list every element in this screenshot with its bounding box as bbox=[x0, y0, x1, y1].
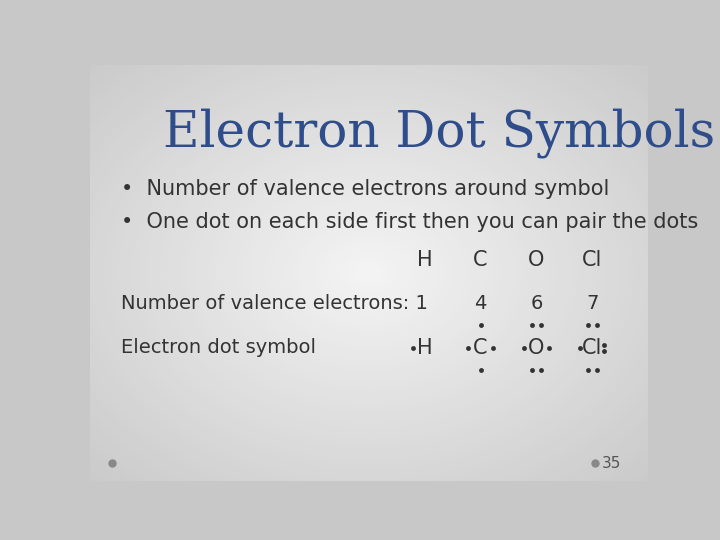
Ellipse shape bbox=[222, 164, 516, 382]
Ellipse shape bbox=[13, 8, 720, 538]
Ellipse shape bbox=[236, 174, 502, 372]
Text: Cl: Cl bbox=[582, 250, 603, 270]
Text: H: H bbox=[417, 250, 433, 270]
Ellipse shape bbox=[285, 210, 453, 335]
Ellipse shape bbox=[139, 101, 599, 444]
Ellipse shape bbox=[20, 13, 718, 532]
Ellipse shape bbox=[97, 70, 641, 475]
Ellipse shape bbox=[251, 184, 487, 361]
Ellipse shape bbox=[48, 33, 690, 512]
Ellipse shape bbox=[271, 200, 467, 346]
Ellipse shape bbox=[279, 205, 459, 340]
Ellipse shape bbox=[76, 55, 662, 491]
Ellipse shape bbox=[90, 65, 648, 481]
Ellipse shape bbox=[83, 59, 655, 486]
Text: 4: 4 bbox=[474, 294, 487, 313]
Text: C: C bbox=[473, 338, 488, 357]
Ellipse shape bbox=[69, 49, 669, 496]
Ellipse shape bbox=[55, 39, 683, 507]
Ellipse shape bbox=[292, 215, 446, 330]
Ellipse shape bbox=[188, 138, 550, 408]
Ellipse shape bbox=[34, 23, 704, 522]
Text: O: O bbox=[528, 250, 544, 270]
Text: 7: 7 bbox=[586, 294, 598, 313]
Ellipse shape bbox=[362, 267, 376, 278]
Ellipse shape bbox=[174, 127, 564, 418]
Text: C: C bbox=[473, 250, 488, 270]
Ellipse shape bbox=[125, 91, 613, 455]
Ellipse shape bbox=[202, 148, 536, 397]
Text: •  One dot on each side first then you can pair the dots: • One dot on each side first then you ca… bbox=[121, 212, 698, 232]
Text: O: O bbox=[528, 338, 544, 357]
Ellipse shape bbox=[194, 143, 544, 403]
Text: Electron Dot Symbols: Electron Dot Symbols bbox=[163, 109, 715, 158]
Ellipse shape bbox=[160, 117, 578, 429]
Ellipse shape bbox=[62, 44, 676, 501]
Ellipse shape bbox=[111, 80, 627, 465]
Ellipse shape bbox=[145, 106, 593, 439]
Ellipse shape bbox=[118, 85, 620, 460]
Text: H: H bbox=[417, 338, 433, 357]
Ellipse shape bbox=[132, 96, 606, 449]
Ellipse shape bbox=[181, 132, 557, 413]
Ellipse shape bbox=[327, 241, 411, 304]
Ellipse shape bbox=[230, 168, 508, 377]
Ellipse shape bbox=[243, 179, 495, 366]
Ellipse shape bbox=[167, 122, 571, 423]
Ellipse shape bbox=[355, 262, 383, 283]
Ellipse shape bbox=[320, 237, 418, 309]
Text: 6: 6 bbox=[530, 294, 543, 313]
Ellipse shape bbox=[153, 112, 585, 434]
Ellipse shape bbox=[341, 252, 397, 293]
Ellipse shape bbox=[348, 257, 390, 288]
Ellipse shape bbox=[313, 231, 425, 314]
Ellipse shape bbox=[334, 247, 404, 299]
Ellipse shape bbox=[27, 18, 711, 528]
Ellipse shape bbox=[306, 226, 432, 320]
Ellipse shape bbox=[258, 190, 481, 356]
Ellipse shape bbox=[264, 195, 474, 350]
Ellipse shape bbox=[215, 158, 523, 387]
Ellipse shape bbox=[41, 29, 697, 517]
Text: •  Number of valence electrons around symbol: • Number of valence electrons around sym… bbox=[121, 179, 609, 199]
Ellipse shape bbox=[300, 221, 438, 325]
Text: 35: 35 bbox=[602, 456, 621, 471]
Text: Electron dot symbol: Electron dot symbol bbox=[121, 338, 315, 357]
Text: Cl: Cl bbox=[582, 338, 603, 357]
Text: Number of valence electrons: 1: Number of valence electrons: 1 bbox=[121, 294, 428, 313]
Ellipse shape bbox=[104, 75, 634, 470]
Ellipse shape bbox=[6, 2, 720, 540]
Ellipse shape bbox=[209, 153, 529, 392]
